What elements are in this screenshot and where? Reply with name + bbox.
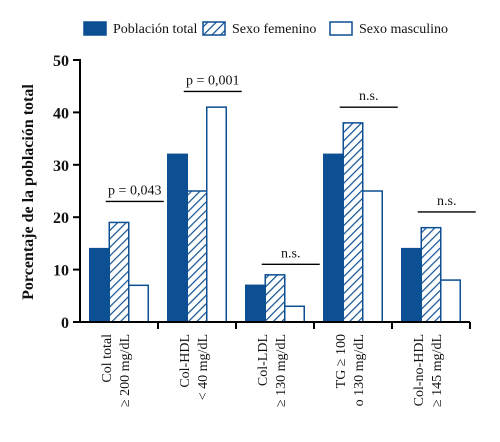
legend-swatch-sexo-masculino: [329, 21, 353, 36]
bar-sexo-masculino-2: [206, 106, 227, 323]
bar-sexo-masculino-5: [440, 279, 461, 323]
bar-sexo-femenino-1: [108, 221, 130, 323]
x-axis: Col total ≥ 200 mg/dL Col-HDL < 40 mg/dL Col…: [80, 321, 471, 407]
significance-label-4: n.s.: [359, 89, 378, 104]
x-category-label-2: Col-HDL: [178, 334, 193, 388]
legend-swatch-poblacion-total: [83, 21, 107, 36]
y-tick-label: 40: [53, 105, 69, 122]
x-category-label-5: ≥ 145 mg/dL: [430, 334, 445, 407]
bar-poblacion-total-5: [401, 247, 422, 323]
bars: [89, 106, 461, 323]
x-category-label-5: Col-no-HDL: [412, 334, 427, 406]
bar-poblacion-total-3: [245, 284, 266, 323]
bar-poblacion-total-4: [323, 153, 344, 323]
y-tick-label: 50: [53, 53, 69, 70]
bar-sexo-femenino-2: [186, 190, 208, 323]
significance-label-3: n.s.: [281, 246, 300, 261]
bar-sexo-femenino-3: [264, 274, 286, 323]
y-axis: 0 10 20 30 40 50: [53, 53, 81, 332]
y-tick-label: 20: [53, 210, 69, 227]
y-tick-label: 10: [53, 263, 69, 280]
x-category-label-1: Col total: [100, 334, 115, 383]
significance-annotations: p = 0,043 p = 0,001 n.s. n.s. n.s.: [105, 73, 476, 266]
bar-sexo-masculino-1: [128, 284, 149, 323]
legend-label-sexo-femenino: Sexo femenino: [232, 22, 316, 37]
significance-label-2: p = 0,001: [186, 73, 239, 88]
y-tick-label: 0: [61, 315, 69, 332]
x-category-label-3: ≥ 130 mg/dL: [274, 334, 289, 407]
legend-swatch-sexo-femenino: [202, 21, 226, 36]
x-category-label-1: ≥ 200 mg/dL: [118, 334, 133, 407]
bar-poblacion-total-1: [89, 247, 110, 323]
x-category-label-4: o 130 mg/dL: [352, 334, 367, 406]
legend: Población total Sexo femenino Sexo masculi…: [83, 21, 448, 37]
bar-sexo-masculino-3: [284, 305, 305, 323]
bar-sexo-femenino-5: [420, 226, 442, 323]
y-tick-label: 30: [53, 158, 69, 175]
significance-label-5: n.s.: [437, 194, 456, 209]
x-category-label-2: < 40 mg/dL: [196, 334, 211, 400]
x-category-label-3: Col-LDL: [256, 334, 271, 386]
significance-label-1: p = 0,043: [108, 183, 161, 198]
bar-sexo-masculino-4: [362, 190, 383, 323]
bar-sexo-femenino-4: [342, 122, 364, 323]
x-category-label-4: TG ≥ 100: [334, 334, 349, 388]
legend-label-poblacion-total: Población total: [113, 22, 197, 37]
bar-poblacion-total-2: [167, 153, 188, 323]
legend-label-sexo-masculino: Sexo masculino: [359, 22, 448, 37]
y-axis-label: Porcentaje de la población total: [20, 84, 37, 300]
